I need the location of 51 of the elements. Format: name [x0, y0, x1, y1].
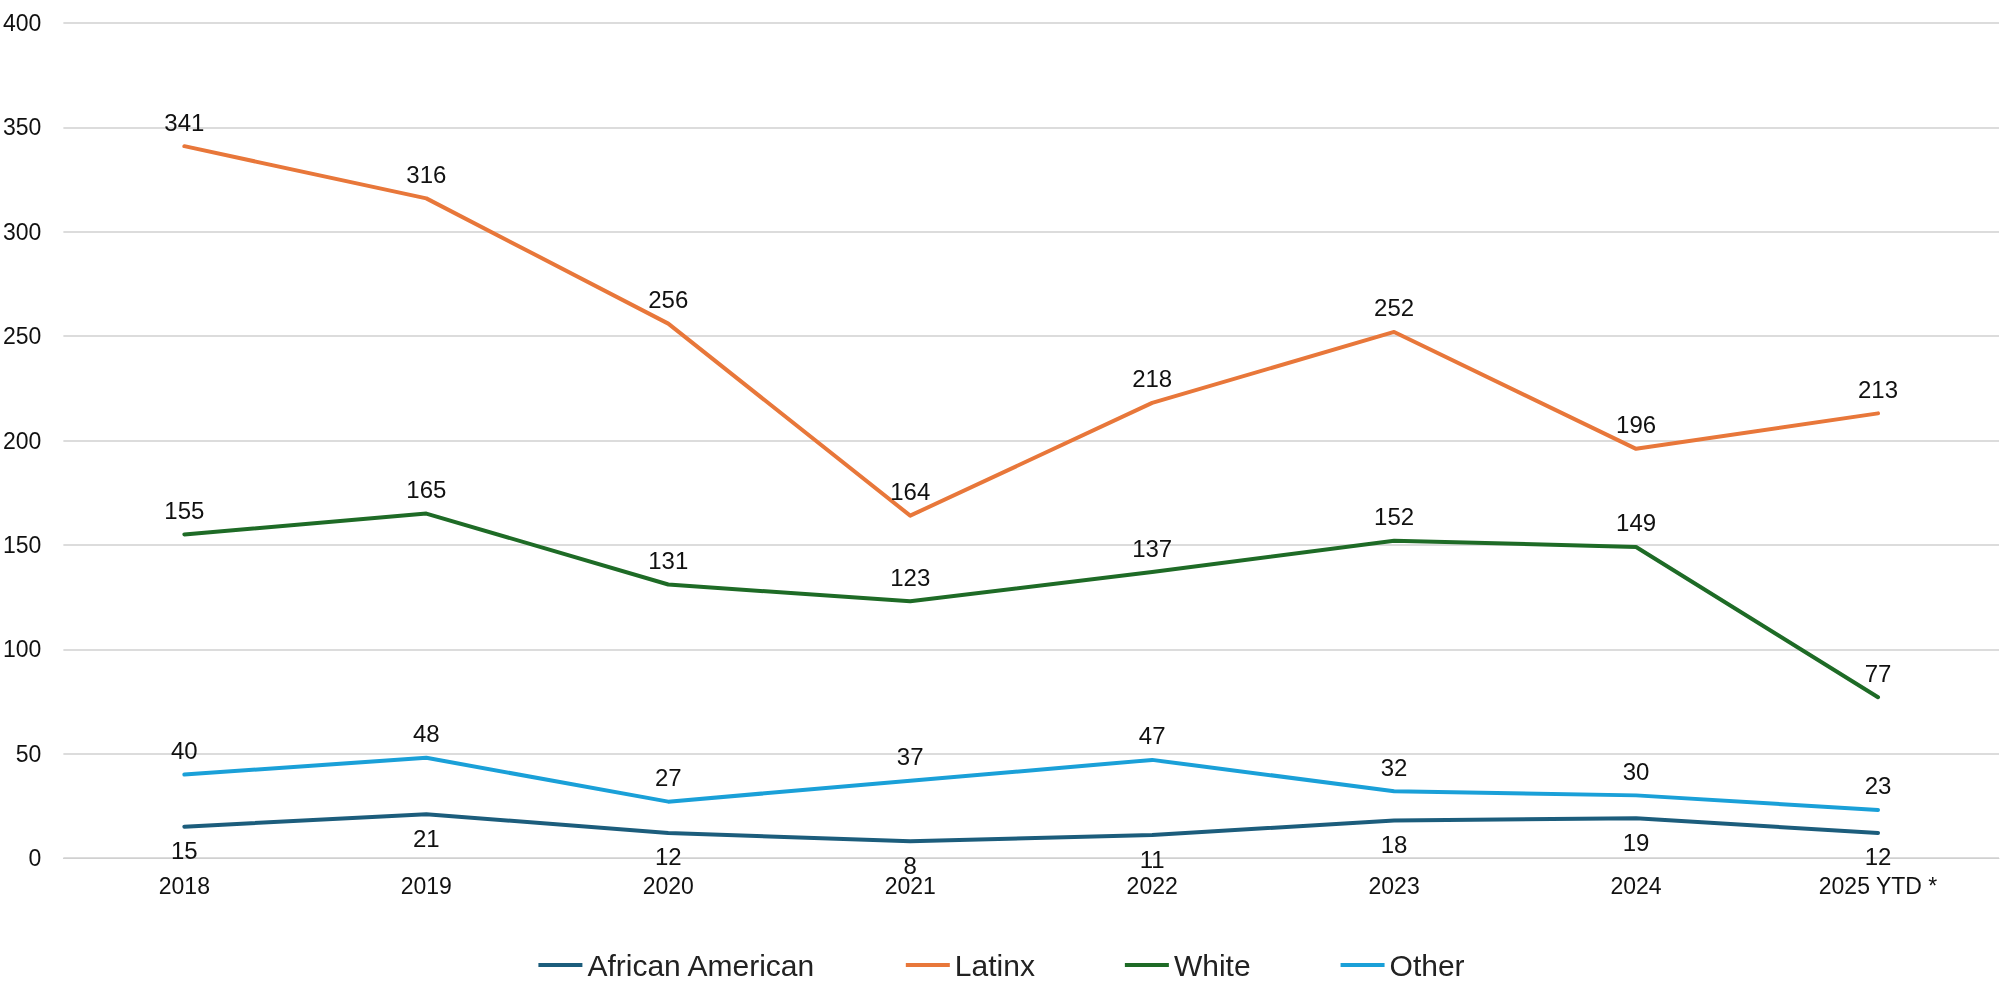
data-label: 123: [890, 563, 931, 591]
data-label: 12: [1864, 843, 1892, 871]
legend-label: Other: [1389, 948, 1465, 982]
data-label: 23: [1864, 772, 1892, 800]
data-label: 252: [1374, 294, 1415, 322]
data-label: 21: [412, 824, 440, 852]
data-label: 30: [1622, 757, 1650, 785]
y-tick-label: 100: [3, 636, 42, 663]
x-tick-label: 2020: [642, 872, 694, 899]
data-label: 131: [648, 547, 689, 575]
x-tick-label: 2023: [1368, 872, 1420, 899]
data-label: 12: [654, 843, 682, 871]
x-tick-label: 2018: [158, 872, 210, 899]
y-tick-label: 400: [3, 10, 42, 36]
data-label: 155: [164, 496, 205, 524]
data-label: 196: [1616, 411, 1657, 439]
data-label: 27: [654, 764, 682, 792]
data-label: 149: [1616, 509, 1657, 537]
legend-label: White: [1173, 948, 1251, 982]
x-tick-label: 2024: [1610, 872, 1662, 899]
data-label: 137: [1132, 534, 1173, 562]
x-tick-label: 2022: [1126, 872, 1178, 899]
x-tick-label: 2019: [400, 872, 452, 899]
legend-label: African American: [587, 948, 815, 982]
data-label: 165: [406, 476, 447, 504]
data-label: 256: [648, 286, 689, 314]
data-label: 11: [1139, 845, 1165, 873]
data-label: 19: [1622, 828, 1650, 856]
y-tick-label: 300: [3, 218, 42, 245]
data-label: 37: [896, 743, 924, 771]
data-label: 316: [406, 160, 447, 188]
y-tick-label: 0: [28, 845, 42, 871]
data-label: 164: [890, 478, 931, 506]
data-label: 48: [412, 720, 440, 748]
y-tick-label: 250: [3, 323, 42, 350]
legend-label: Latinx: [954, 948, 1035, 982]
data-label: 32: [1380, 753, 1408, 781]
data-label: 15: [171, 837, 198, 865]
y-tick-label: 200: [3, 427, 42, 454]
data-label: 218: [1132, 365, 1173, 393]
data-label: 213: [1858, 375, 1899, 403]
y-tick-label: 150: [3, 531, 42, 558]
data-label: 18: [1380, 830, 1408, 858]
y-tick-label: 350: [3, 114, 42, 141]
data-label: 341: [164, 108, 205, 136]
data-label: 77: [1864, 659, 1892, 687]
data-label: 47: [1138, 722, 1166, 750]
data-label: 40: [171, 737, 198, 764]
data-label: 152: [1374, 503, 1415, 531]
y-tick-label: 50: [15, 740, 42, 767]
x-tick-label: 2025 YTD *: [1818, 872, 1938, 899]
